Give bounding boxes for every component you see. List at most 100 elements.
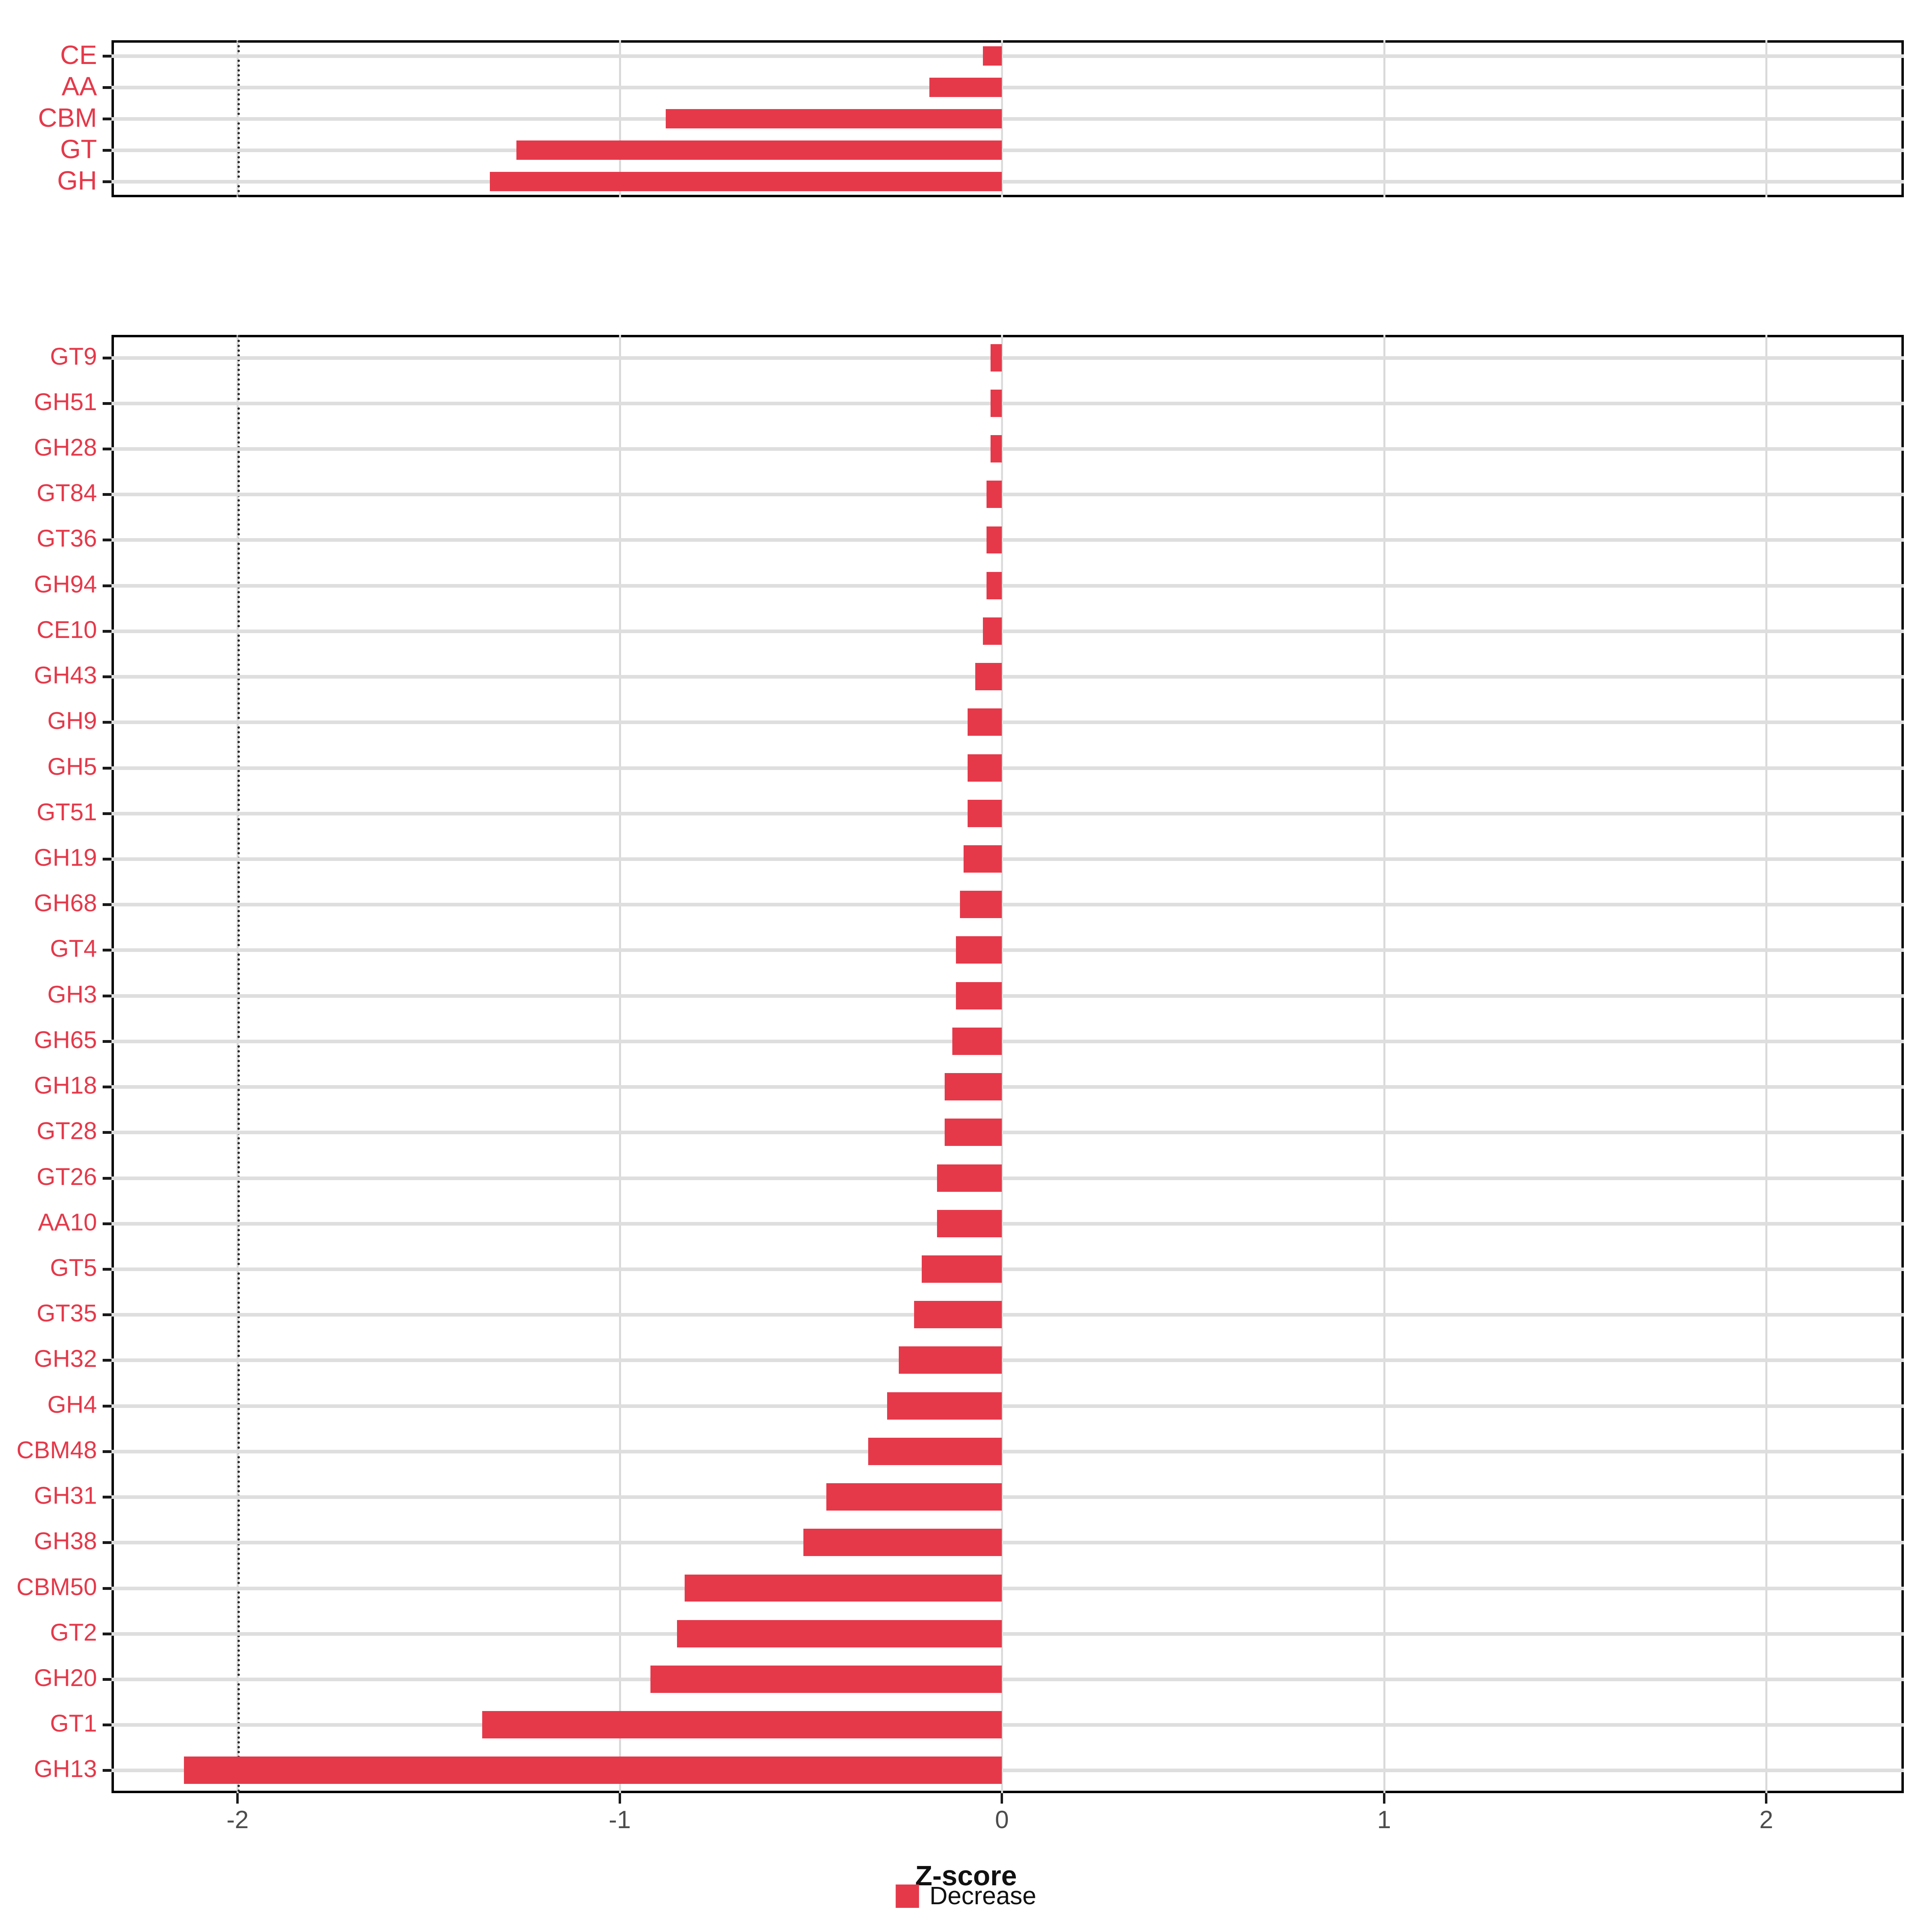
top-panel-gridlines — [111, 40, 1904, 197]
y-axis-tick-mark — [103, 1496, 111, 1499]
bar — [964, 845, 1002, 873]
y-axis-tick-mark — [103, 1313, 111, 1317]
y-axis-tick-label: GH43 — [34, 662, 97, 689]
y-axis-tick-label: GT2 — [50, 1618, 97, 1646]
bar — [665, 109, 1002, 129]
bar — [990, 435, 1002, 462]
legend-swatch-decrease — [896, 1885, 919, 1908]
bar — [482, 1711, 1002, 1739]
bar — [990, 389, 1002, 417]
top-panel-y-axis-labels: CE AA CBM GT GH — [0, 40, 111, 197]
y-axis-tick-label: GH32 — [34, 1345, 97, 1373]
bar — [685, 1574, 1002, 1602]
horizontal-gridline — [111, 1085, 1904, 1089]
y-axis-tick-label: AA10 — [38, 1208, 97, 1236]
top-panel-plot-area — [111, 40, 1904, 197]
bar — [937, 1210, 1002, 1237]
bar — [803, 1529, 1002, 1556]
y-axis-tick-label: GT4 — [50, 935, 97, 962]
y-axis-tick-label: GH94 — [34, 570, 97, 598]
y-axis-tick-label: GT26 — [36, 1163, 97, 1190]
bar — [987, 572, 1002, 599]
horizontal-gridline — [111, 180, 1904, 184]
bar — [937, 1164, 1002, 1192]
y-axis-tick-mark — [103, 630, 111, 633]
bottom-panel-y-axis-labels: GT9 GH51 GH28 GT84 GT36 GH94 CE10 GH43 GH9 GH5 GT5… — [0, 335, 111, 1793]
horizontal-gridline — [111, 720, 1904, 724]
y-axis-tick-mark — [103, 539, 111, 542]
y-axis-tick-label: GH51 — [34, 388, 97, 415]
vertical-gridline — [619, 335, 621, 1793]
bar — [952, 1027, 1002, 1055]
reference-line — [237, 335, 240, 1793]
horizontal-gridline — [111, 1267, 1904, 1271]
top-panel-bars — [111, 40, 1904, 197]
bar — [944, 1119, 1002, 1146]
bar — [983, 46, 1002, 66]
bar — [956, 936, 1002, 964]
y-axis-tick-label: GT5 — [50, 1254, 97, 1281]
y-axis-tick-label: GH13 — [34, 1755, 97, 1783]
y-axis-tick-label: GH — [57, 165, 97, 195]
bar — [983, 617, 1002, 645]
bar — [677, 1620, 1002, 1647]
horizontal-gridline — [111, 1632, 1904, 1636]
y-axis-tick-label: AA — [61, 71, 97, 101]
y-axis-tick-mark — [103, 356, 111, 359]
horizontal-gridline — [111, 584, 1904, 588]
horizontal-gridline — [111, 994, 1904, 998]
bar — [990, 344, 1002, 372]
horizontal-gridline — [111, 675, 1904, 679]
bar — [967, 708, 1002, 736]
bar — [516, 140, 1002, 160]
horizontal-gridline — [111, 811, 1904, 815]
x-axis-ticks: -2 -1 0 1 2 — [0, 1793, 1932, 1858]
bar — [975, 663, 1002, 691]
y-axis-tick-label: GH31 — [34, 1482, 97, 1509]
y-axis-tick-mark — [103, 180, 111, 183]
y-axis-tick-label: GH5 — [47, 753, 97, 780]
horizontal-gridline — [111, 86, 1904, 89]
y-axis-tick-mark — [103, 1724, 111, 1727]
y-axis-tick-label: GH19 — [34, 844, 97, 871]
y-axis-tick-label: GT84 — [36, 479, 97, 507]
bottom-panel-plot-area — [111, 335, 1904, 1793]
horizontal-gridline — [111, 1677, 1904, 1681]
y-axis-tick-mark — [103, 1131, 111, 1134]
bar — [956, 982, 1002, 1009]
horizontal-gridline — [111, 447, 1904, 451]
y-axis-tick-mark — [103, 949, 111, 952]
y-axis-tick-mark — [103, 584, 111, 587]
bottom-panel-bars — [111, 335, 1904, 1793]
bar — [944, 1073, 1002, 1101]
x-axis-tick-mark — [1765, 1793, 1768, 1804]
y-axis-tick-label: GH9 — [47, 707, 97, 735]
x-axis-tick-label: 1 — [1377, 1806, 1391, 1834]
y-axis-tick-mark — [103, 1450, 111, 1453]
y-axis-tick-label: CBM48 — [16, 1436, 97, 1463]
horizontal-gridline — [111, 117, 1904, 121]
bar — [987, 526, 1002, 554]
bottom-panel-gridlines — [111, 335, 1904, 1793]
y-axis-tick-mark — [103, 1086, 111, 1089]
bar — [650, 1665, 1002, 1693]
x-axis-tick-mark — [1001, 1793, 1003, 1804]
vertical-gridline — [1001, 335, 1003, 1793]
horizontal-gridline — [111, 401, 1904, 405]
y-axis-tick-label: GH4 — [47, 1391, 97, 1418]
y-axis-tick-mark — [103, 1404, 111, 1408]
horizontal-gridline — [111, 1131, 1904, 1135]
horizontal-gridline — [111, 1404, 1904, 1408]
bar — [960, 891, 1002, 919]
y-axis-tick-mark — [103, 1541, 111, 1544]
horizontal-gridline — [111, 54, 1904, 58]
x-axis-tick-label: 0 — [995, 1806, 1009, 1834]
bar — [921, 1255, 1002, 1283]
bar — [489, 171, 1002, 192]
legend-label-decrease: Decrease — [929, 1882, 1036, 1910]
horizontal-gridline — [111, 1723, 1904, 1727]
horizontal-gridline — [111, 149, 1904, 152]
y-axis-tick-mark — [103, 903, 111, 906]
bar — [967, 799, 1002, 827]
y-axis-tick-label: GT28 — [36, 1117, 97, 1145]
